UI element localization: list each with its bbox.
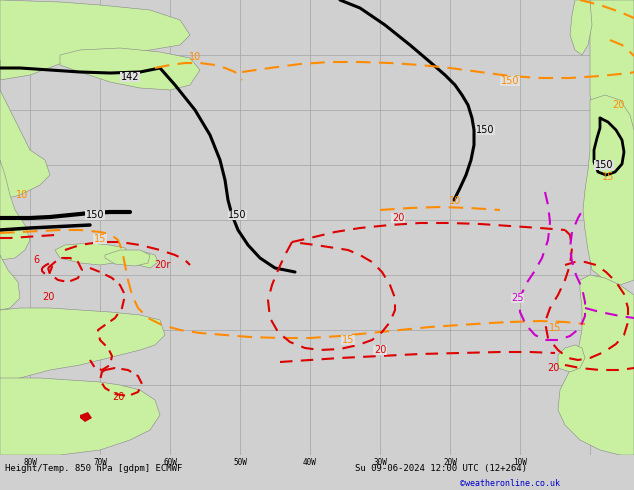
- Polygon shape: [0, 0, 190, 80]
- Polygon shape: [0, 378, 160, 455]
- Polygon shape: [0, 160, 30, 260]
- Polygon shape: [0, 60, 50, 200]
- Polygon shape: [590, 0, 634, 130]
- Text: 20W: 20W: [443, 458, 457, 467]
- Text: 10: 10: [189, 52, 201, 62]
- Text: 142: 142: [120, 72, 139, 82]
- Text: 20: 20: [112, 392, 124, 402]
- Polygon shape: [55, 243, 130, 265]
- Polygon shape: [80, 412, 92, 422]
- Text: 15: 15: [602, 172, 614, 182]
- Text: 25: 25: [512, 293, 524, 303]
- Text: 50W: 50W: [233, 458, 247, 467]
- Polygon shape: [60, 48, 200, 90]
- Text: 150: 150: [595, 160, 613, 170]
- Text: 6: 6: [33, 255, 39, 265]
- Text: 15: 15: [94, 234, 106, 244]
- Text: 15: 15: [342, 335, 354, 345]
- Text: 20: 20: [42, 292, 54, 302]
- Polygon shape: [130, 252, 158, 268]
- Polygon shape: [0, 255, 20, 310]
- Text: 20: 20: [374, 345, 386, 355]
- Text: 20r: 20r: [154, 260, 170, 270]
- Text: 60W: 60W: [163, 458, 177, 467]
- Text: 80W: 80W: [23, 458, 37, 467]
- Text: Height/Temp. 850 hPa [gdpm] ECMWF: Height/Temp. 850 hPa [gdpm] ECMWF: [5, 464, 183, 472]
- Text: 10W: 10W: [513, 458, 527, 467]
- Text: 30W: 30W: [373, 458, 387, 467]
- Text: 15: 15: [549, 323, 561, 333]
- Text: 20: 20: [548, 363, 560, 373]
- Text: 10: 10: [16, 190, 28, 200]
- Text: 150: 150: [476, 125, 495, 135]
- Polygon shape: [0, 308, 165, 380]
- Text: ©weatheronline.co.uk: ©weatheronline.co.uk: [460, 479, 560, 488]
- Polygon shape: [558, 275, 634, 455]
- Polygon shape: [105, 250, 150, 266]
- Text: 10: 10: [449, 196, 461, 206]
- Text: Su 09-06-2024 12:00 UTC (12+264): Su 09-06-2024 12:00 UTC (12+264): [355, 464, 527, 472]
- Text: 40W: 40W: [303, 458, 317, 467]
- Text: 70W: 70W: [93, 458, 107, 467]
- Polygon shape: [570, 0, 592, 55]
- Text: 150: 150: [228, 210, 247, 220]
- Polygon shape: [558, 345, 585, 372]
- Text: 150: 150: [501, 76, 519, 86]
- Text: 20: 20: [392, 213, 404, 223]
- Text: 20: 20: [612, 100, 624, 110]
- Polygon shape: [583, 95, 634, 285]
- Text: 150: 150: [86, 210, 104, 220]
